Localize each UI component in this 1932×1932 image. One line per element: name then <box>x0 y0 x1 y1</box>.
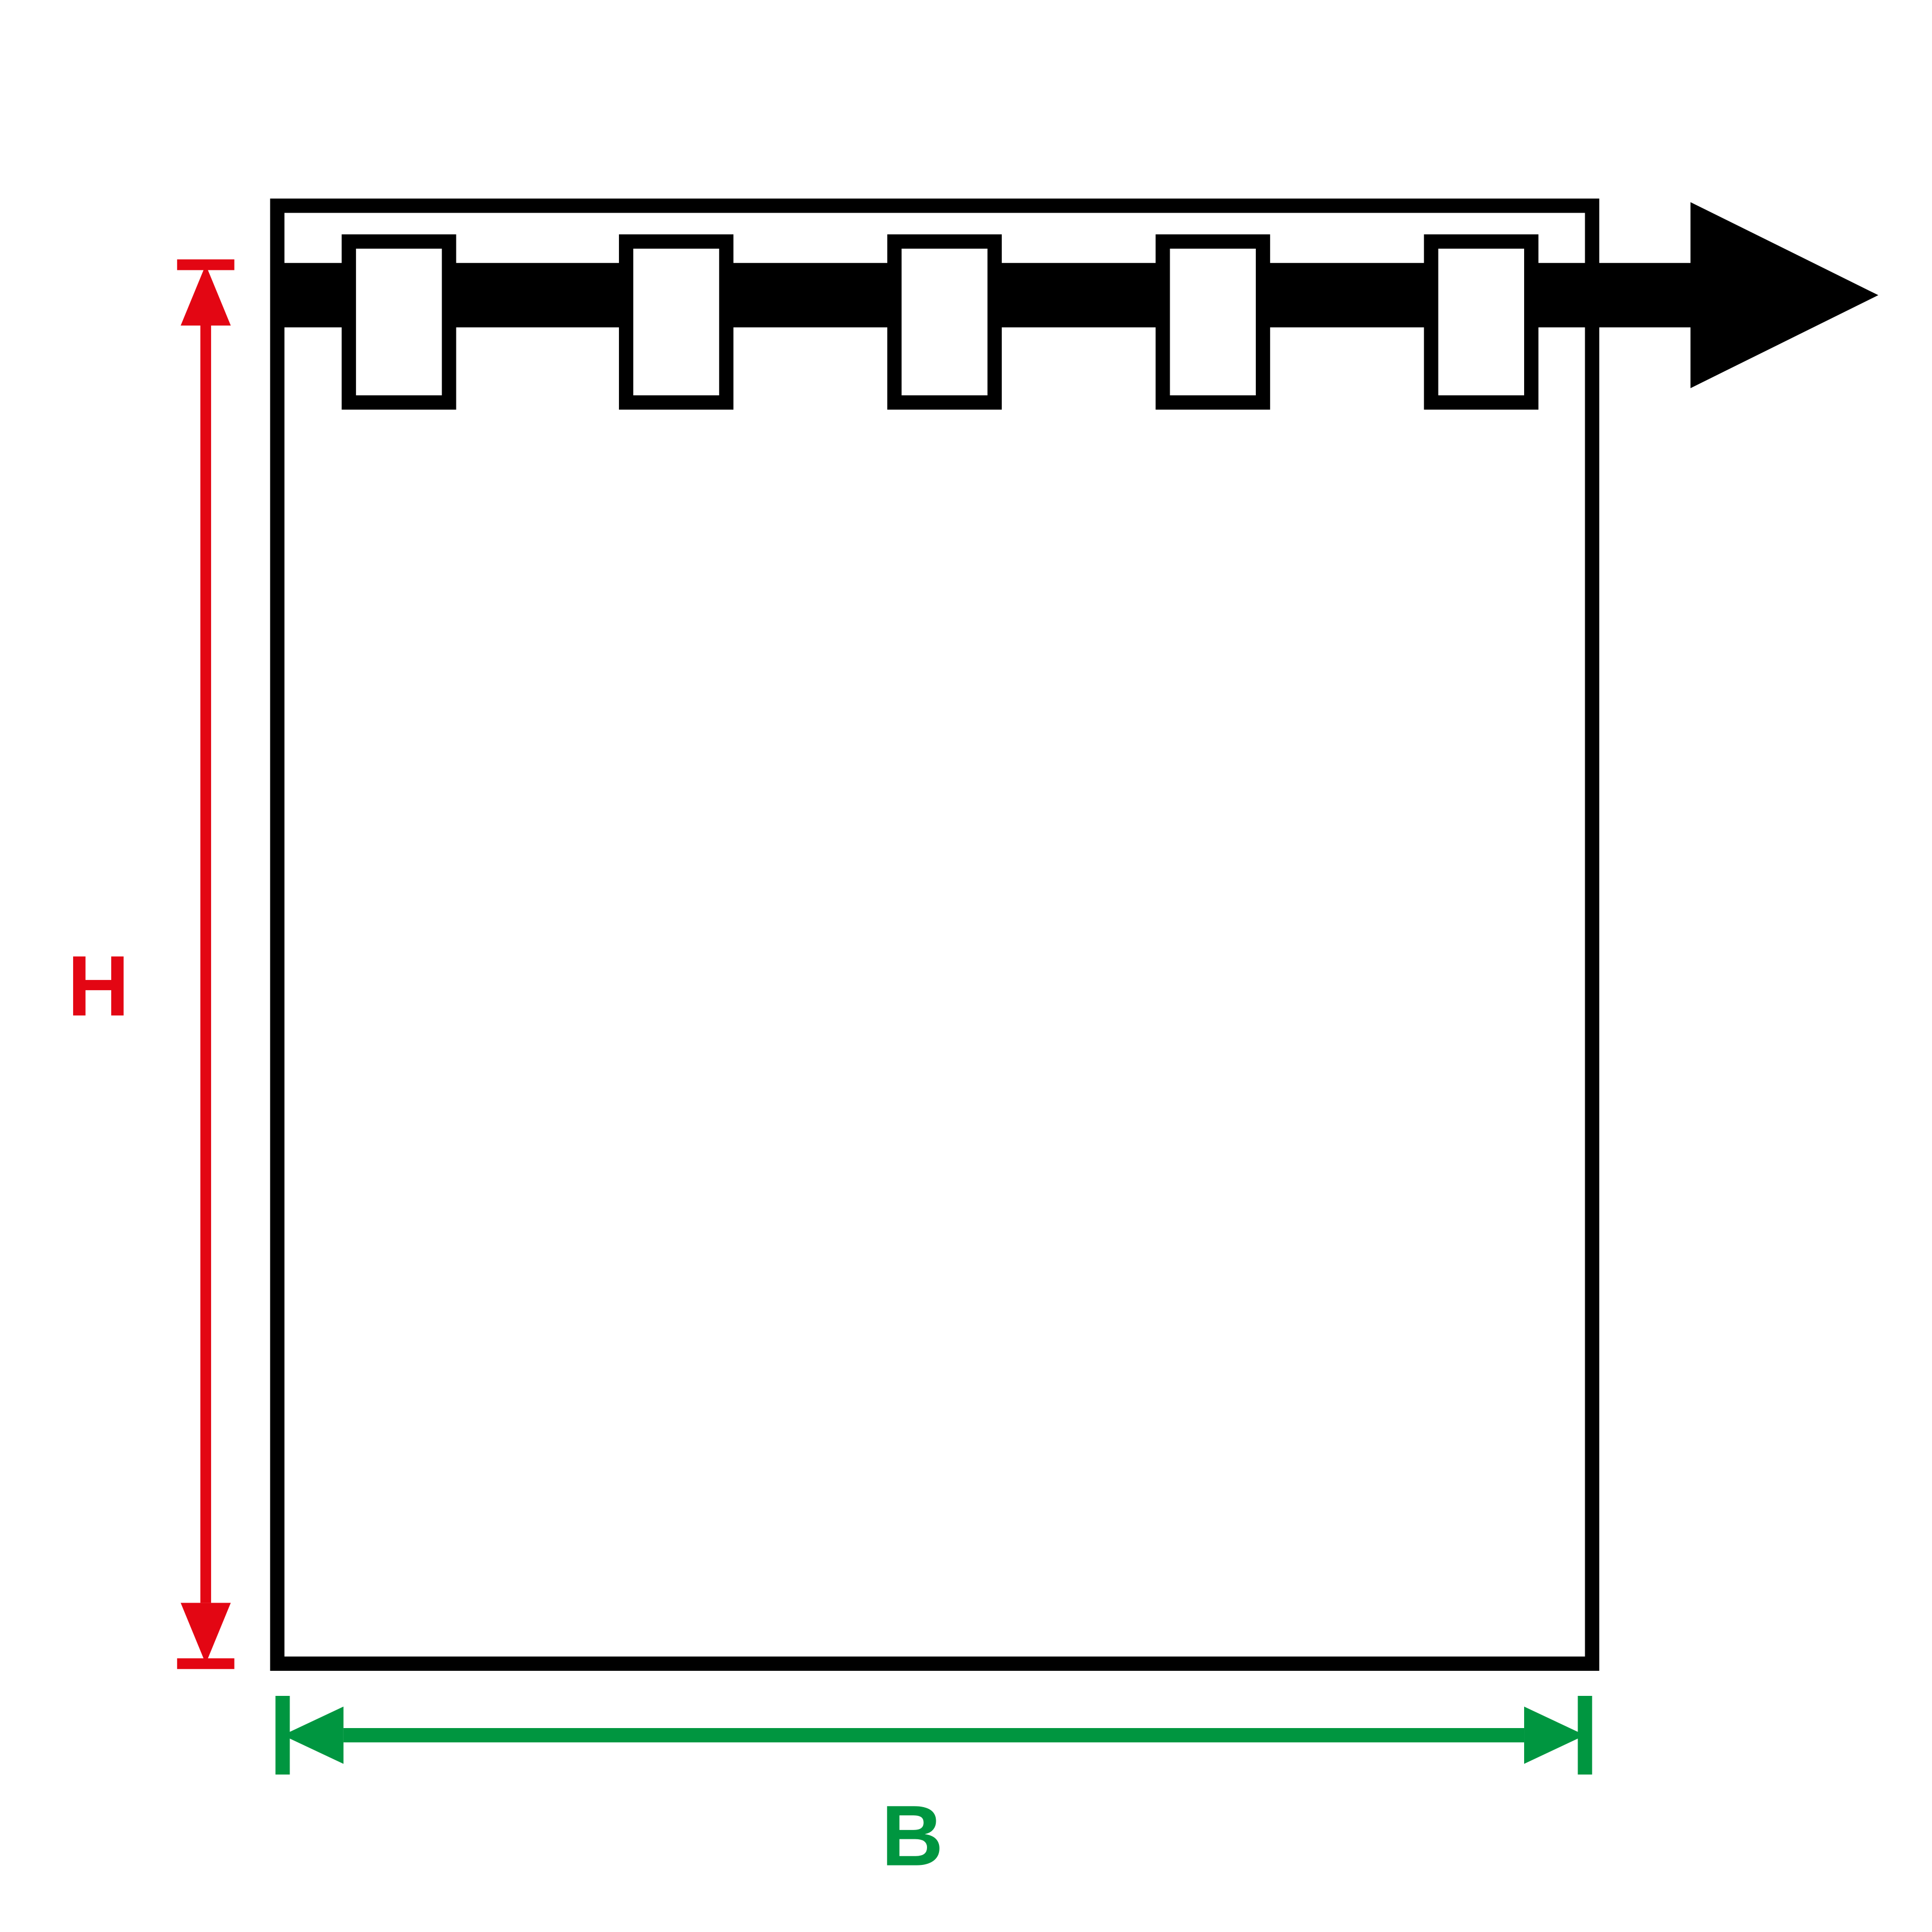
curtain-tab <box>1431 242 1531 402</box>
curtain-dimension-diagram: HB <box>0 0 1932 1932</box>
curtain-tab <box>894 242 995 402</box>
curtain-tab <box>626 242 726 402</box>
curtain-tab <box>349 242 449 402</box>
curtain-panel <box>277 206 1592 1664</box>
width-label: B <box>881 1788 943 1884</box>
height-label: H <box>68 938 130 1034</box>
curtain-tab <box>1163 242 1263 402</box>
